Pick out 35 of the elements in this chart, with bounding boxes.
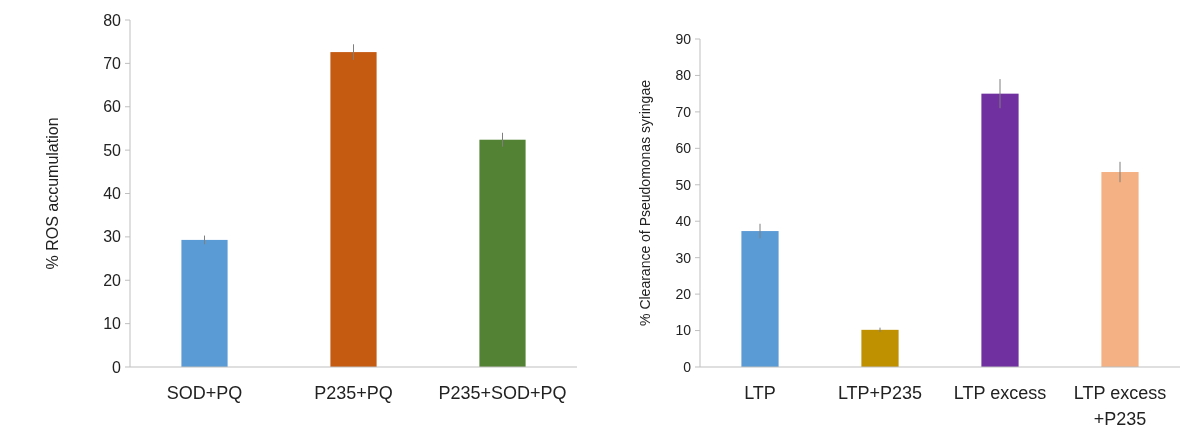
y-tick-label: 30 — [103, 228, 122, 246]
y-tick-label: 80 — [103, 11, 122, 29]
y-tick-label: 90 — [675, 30, 692, 47]
y-tick-label: 40 — [675, 213, 692, 230]
y-tick-label: 80 — [675, 67, 692, 84]
x-tick-label: P235+SOD+PQ — [438, 383, 567, 403]
y-tick-label: 50 — [675, 176, 692, 193]
y-tick-label: 20 — [675, 286, 692, 303]
y-tick-label: 0 — [683, 358, 692, 375]
y-tick-label: 50 — [103, 141, 122, 159]
bar — [330, 52, 377, 367]
y-tick-label: 60 — [675, 140, 692, 157]
y-tick-label: 30 — [675, 249, 692, 266]
y-axis-title: % ROS accumulation — [44, 117, 61, 270]
y-tick-label: 20 — [103, 271, 122, 289]
y-tick-label: 70 — [675, 103, 692, 120]
y-tick-label: 60 — [103, 98, 122, 116]
bar — [1101, 172, 1139, 367]
x-tick-label: LTP excess +P235 — [1073, 383, 1167, 429]
bar — [479, 139, 526, 367]
bar — [741, 231, 779, 367]
x-tick-label: SOD+PQ — [166, 383, 243, 403]
y-tick-label: 70 — [103, 54, 122, 72]
bar — [861, 329, 899, 367]
bar — [981, 93, 1019, 367]
y-tick-label: 0 — [112, 358, 122, 376]
x-tick-label: LTP+P235 — [837, 383, 923, 403]
x-tick-label: LTP — [744, 383, 776, 403]
x-tick-label: P235+PQ — [314, 383, 393, 403]
y-tick-label: 40 — [103, 185, 122, 203]
y-tick-label: 10 — [103, 315, 122, 333]
y-axis-title: % Clearance of Pseudomonas syringae — [637, 79, 653, 326]
x-tick-label: LTP excess — [953, 383, 1047, 403]
bar — [181, 239, 228, 367]
y-tick-label: 10 — [675, 322, 692, 339]
